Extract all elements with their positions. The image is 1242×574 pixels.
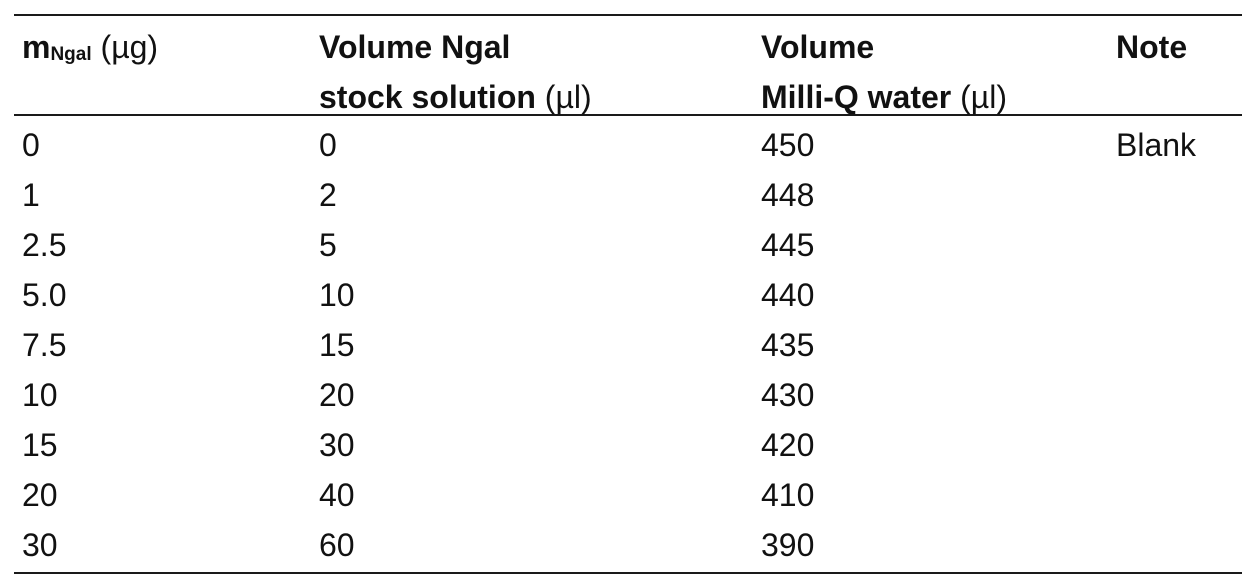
header-note: Note: [1116, 29, 1188, 65]
header-water-volume: Volume Milli-Q water (µl): [761, 22, 1007, 122]
cell-stock: 10: [319, 276, 355, 313]
table-row: 7.5 15 435: [14, 320, 1242, 370]
header-rule: [14, 114, 1242, 116]
cell-mass: 0: [22, 126, 40, 163]
cell-water: 450: [761, 126, 815, 163]
cell-stock: 0: [319, 126, 337, 163]
cell-mass: 5.0: [22, 276, 67, 313]
header-mass-subscript: Ngal: [50, 44, 92, 65]
cell-water: 390: [761, 526, 815, 563]
cell-stock: 15: [319, 326, 355, 363]
header-mass: mNgal (µg): [22, 22, 158, 78]
header-stock-volume: Volume Ngal stock solution (µl): [319, 22, 592, 122]
header-water-unit: (µl): [951, 79, 1007, 115]
cell-mass: 15: [22, 426, 58, 463]
table-row: 20 40 410: [14, 470, 1242, 520]
cell-stock: 5: [319, 226, 337, 263]
cell-water: 420: [761, 426, 815, 463]
table-row: 2.5 5 445: [14, 220, 1242, 270]
table-header: mNgal (µg) Volume Ngal stock solution (µ…: [14, 16, 1242, 115]
cell-stock: 30: [319, 426, 355, 463]
cell-mass: 7.5: [22, 326, 67, 363]
table-body: 0 0 450 Blank 1 2 448 2.5 5 445 5.0 10 4…: [14, 116, 1242, 572]
table-row: 10 20 430: [14, 370, 1242, 420]
cell-water: 440: [761, 276, 815, 313]
cell-mass: 1: [22, 176, 40, 213]
cell-stock: 2: [319, 176, 337, 213]
header-stock-line1: Volume Ngal: [319, 29, 511, 65]
header-water-line1: Volume: [761, 29, 875, 65]
header-water-line2: Milli-Q water: [761, 79, 952, 115]
ngal-dilution-table: mNgal (µg) Volume Ngal stock solution (µ…: [14, 14, 1242, 574]
cell-note: Blank: [1116, 126, 1197, 163]
cell-water: 435: [761, 326, 815, 363]
table-row: 5.0 10 440: [14, 270, 1242, 320]
header-mass-symbol: m: [22, 29, 51, 65]
cell-water: 445: [761, 226, 815, 263]
cell-mass: 10: [22, 376, 58, 413]
header-stock-line2: stock solution: [319, 79, 536, 115]
cell-stock: 40: [319, 476, 355, 513]
cell-mass: 2.5: [22, 226, 67, 263]
cell-mass: 30: [22, 526, 58, 563]
cell-mass: 20: [22, 476, 58, 513]
table-row: 0 0 450 Blank: [14, 120, 1242, 170]
header-stock-unit: (µl): [535, 79, 592, 115]
cell-stock: 60: [319, 526, 355, 563]
table-row: 1 2 448: [14, 170, 1242, 220]
header-mass-unit: (µg): [91, 29, 159, 65]
table-row: 30 60 390: [14, 520, 1242, 570]
bottom-rule: [14, 571, 1242, 574]
cell-stock: 20: [319, 376, 355, 413]
cell-water: 410: [761, 476, 815, 513]
cell-water: 448: [761, 176, 815, 213]
top-rule: [14, 14, 1242, 16]
cell-water: 430: [761, 376, 815, 413]
table-row: 15 30 420: [14, 420, 1242, 470]
